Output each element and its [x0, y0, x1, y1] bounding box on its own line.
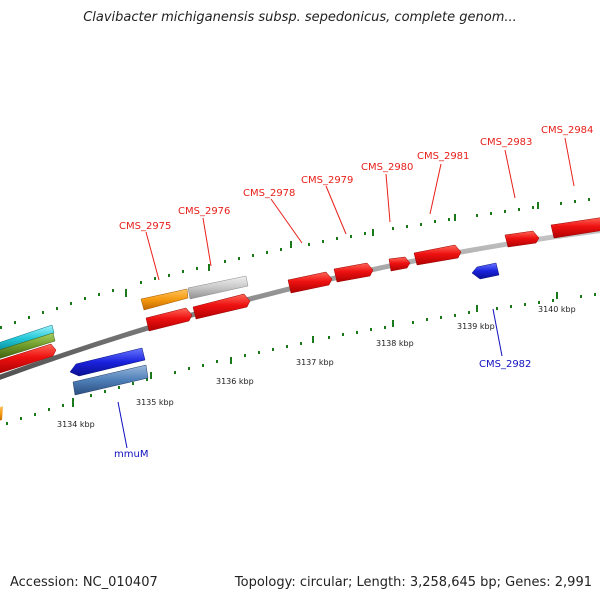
leader-cms2979	[325, 185, 347, 235]
gene-label-cms2975[interactable]: CMS_2975	[119, 221, 171, 232]
cds-feature-cms2983[interactable]	[504, 230, 540, 248]
cds-feature-steel[interactable]	[72, 364, 149, 396]
gene-label-cms2984[interactable]: CMS_2984	[541, 125, 593, 136]
tick-label-3134: 3134 kbp	[57, 420, 95, 429]
label-leaders	[117, 137, 575, 449]
scale-labels: 3134 kbp 3135 kbp 3136 kbp 3137 kbp 3138…	[57, 305, 576, 429]
leader-cms2981	[429, 163, 442, 215]
cds-feature-mmuM-blue[interactable]	[69, 347, 146, 377]
gene-label-cms2980[interactable]: CMS_2980	[361, 162, 413, 173]
cds-feature-cms2975[interactable]	[145, 307, 193, 332]
left-edge-features	[0, 324, 57, 421]
cds-feature-cms2980[interactable]	[388, 256, 411, 272]
cds-feature-cms2979[interactable]	[333, 262, 374, 283]
tick-label-3139: 3139 kbp	[457, 322, 495, 331]
leader-cms2980	[385, 173, 391, 223]
cds-feature-cms2981[interactable]	[413, 244, 462, 266]
gene-label-cms2978[interactable]: CMS_2978	[243, 188, 295, 199]
tick-label-3140: 3140 kbp	[538, 305, 576, 314]
cds-feature-cms2984[interactable]	[550, 217, 600, 239]
map-title: Clavibacter michiganensis subsp. sepedon…	[83, 10, 517, 25]
reverse-cds-features	[69, 262, 500, 396]
cds-feature-edge-orange[interactable]	[0, 406, 3, 421]
gene-label-mmuM[interactable]: mmuM	[114, 449, 148, 460]
cds-feature-cms2982[interactable]	[471, 262, 500, 280]
cds-feature-left-red[interactable]	[0, 343, 57, 374]
leader-cms2978	[270, 198, 303, 244]
forward-tick-row	[0, 198, 590, 329]
gene-label-cms2979[interactable]: CMS_2979	[301, 175, 353, 186]
cds-feature-olive[interactable]	[0, 332, 56, 359]
cds-feature-gray[interactable]	[187, 275, 249, 300]
gene-labels: CMS_2975 CMS_2976 CMS_2978 CMS_2979 CMS_…	[114, 125, 593, 460]
leader-cms2982	[492, 308, 503, 357]
cds-feature-cyan[interactable]	[0, 324, 55, 352]
accession-text: Accession: NC_010407	[10, 575, 158, 590]
gene-label-cms2982[interactable]: CMS_2982	[479, 359, 531, 370]
cds-feature-orange[interactable]	[140, 288, 189, 311]
gene-label-cms2976[interactable]: CMS_2976	[178, 206, 230, 217]
leader-mmuM	[117, 401, 128, 449]
cds-feature-cms2976[interactable]	[192, 293, 251, 320]
leader-cms2975	[145, 231, 160, 281]
tick-label-3137: 3137 kbp	[296, 358, 334, 367]
tick-label-3138: 3138 kbp	[376, 339, 414, 348]
leader-cms2976	[202, 217, 212, 267]
forward-cds-features	[140, 217, 600, 332]
leader-cms2984	[564, 137, 575, 187]
gene-label-cms2981[interactable]: CMS_2981	[417, 151, 469, 162]
reverse-tick-row	[6, 292, 596, 425]
tick-label-3135: 3135 kbp	[136, 398, 174, 407]
cds-feature-cms2978[interactable]	[287, 271, 333, 294]
gene-label-cms2983[interactable]: CMS_2983	[480, 137, 532, 148]
tick-label-3136: 3136 kbp	[216, 377, 254, 386]
genome-backbone	[0, 228, 600, 380]
leader-cms2983	[504, 149, 516, 199]
genome-summary-text: Topology: circular; Length: 3,258,645 bp…	[234, 575, 592, 590]
